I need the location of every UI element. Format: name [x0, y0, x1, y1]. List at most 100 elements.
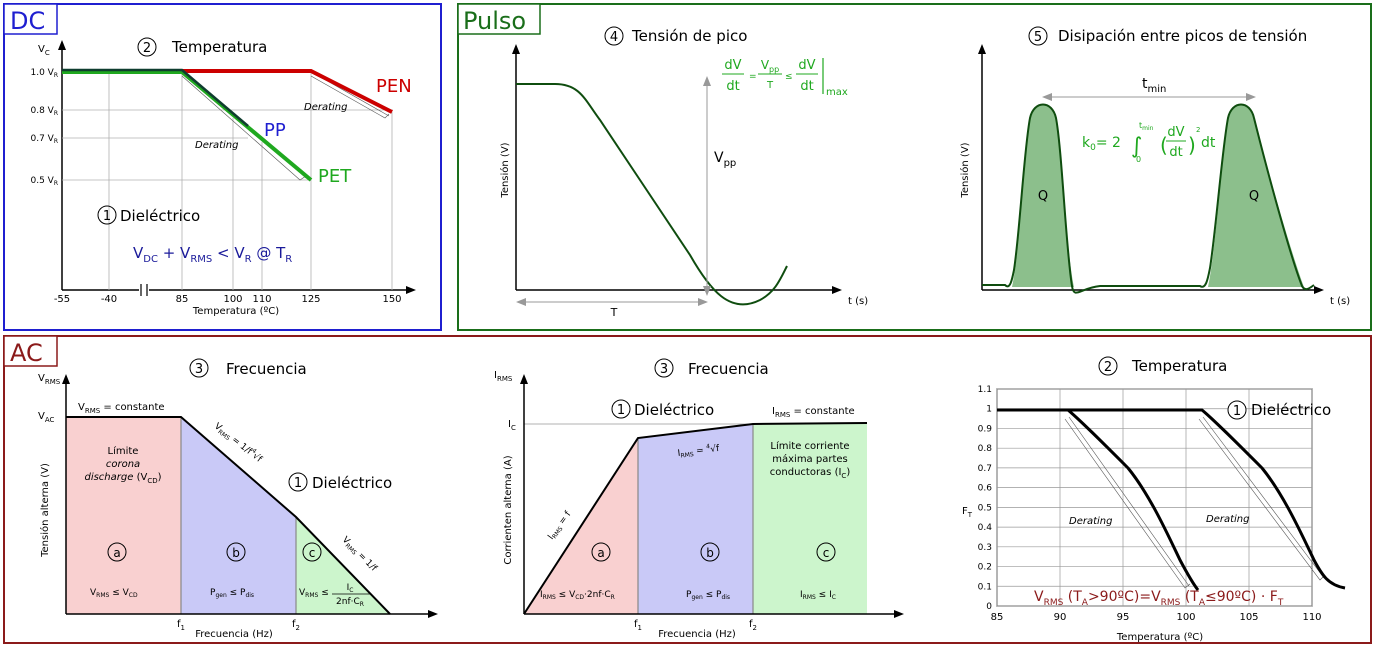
- svg-text:2: 2: [1196, 126, 1200, 134]
- dc-pet-label: PET: [318, 166, 352, 187]
- ac-left-diel-circle: [288, 472, 308, 492]
- ac-mid-f2: f2: [749, 619, 757, 632]
- dc-diel-circle: [97, 205, 117, 225]
- ac-right-x-tick: 95: [1117, 612, 1130, 623]
- ac-left-cond-c: VRMS ≤ IC 2nf·CR: [299, 583, 370, 608]
- ac-right-x-label: Temperatura (ºC): [1116, 632, 1203, 643]
- svg-text:dt: dt: [1169, 145, 1182, 160]
- ac-left-chart: 3 Frecuencia VRMS VAC Tensión alterna (V…: [38, 358, 438, 640]
- ac-right-x-tick: 100: [1176, 612, 1195, 623]
- svg-text:VRMS ≤: VRMS ≤: [299, 588, 329, 599]
- pulse-q2-fill: [1208, 104, 1304, 287]
- ac-right-y-tick: 0.4: [978, 523, 993, 533]
- ac-tag-box: [3, 335, 58, 367]
- pulse-dissip-curve: [982, 103, 1315, 294]
- ac-right-diel: Dieléctrico: [1251, 401, 1331, 419]
- ac-mid-slope-2: IRMS = 4√f: [677, 442, 721, 460]
- svg-text:150: 150: [382, 294, 401, 305]
- ac-left-region-b: [181, 417, 296, 614]
- ac-mid-slope-1: IRMS = f: [546, 509, 574, 542]
- pulse-peak-x-arrow: [832, 286, 842, 294]
- ac-mid-x-label: Frecuencia (Hz): [658, 629, 736, 640]
- pulse-q1-label: Q: [1038, 189, 1048, 204]
- pulse-q1-fill: [1012, 104, 1074, 287]
- dc-pet-curve: [62, 70, 313, 182]
- ac-mid-f1: f1: [634, 619, 642, 632]
- pulse-tmin-arrow-right: [1246, 93, 1256, 101]
- dc-gridlines: [62, 72, 393, 290]
- ac-mid-b: b: [706, 546, 714, 560]
- svg-text:100: 100: [223, 294, 242, 305]
- ac-left-curve: [66, 416, 391, 615]
- svg-text:Vpp: Vpp: [761, 58, 779, 74]
- pulse-peak-circle: [604, 26, 624, 46]
- ac-tag: AC: [10, 339, 43, 367]
- pulse-dissip-y-label: Tensión (V): [959, 142, 971, 198]
- pulse-dissip-x-label: t (s): [1330, 296, 1350, 307]
- pulse-tmin-label: tmin: [1142, 76, 1166, 95]
- ac-right-chart: 2 Temperatura 1.1 1 0.9 0.8 0.7 0.6 0.5 0.4 0.3 0…: [962, 356, 1346, 643]
- svg-text:125: 125: [301, 294, 320, 305]
- ac-left-diel: Dieléctrico: [312, 474, 392, 492]
- ac-mid-a-circle: [591, 542, 611, 562]
- dc-derating-label-1: Derating: [195, 140, 238, 151]
- pulse-dissip-y-arrow: [978, 44, 986, 54]
- pulse-peak-y-arrow: [512, 44, 520, 54]
- ac-mid-a: a: [597, 546, 604, 560]
- svg-text:dV: dV: [798, 58, 815, 73]
- dc-tag: DC: [10, 7, 45, 35]
- ac-right-curve-1: [997, 408, 1200, 591]
- ac-right-y-tick: 1.1: [978, 385, 992, 395]
- ac-mid-c: c: [823, 546, 830, 560]
- ac-left-y-label: Tensión alterna (V): [39, 463, 51, 558]
- ac-left-limit-3: discharge (VCD): [84, 472, 161, 485]
- svg-text:(: (: [1160, 133, 1168, 157]
- ac-right-x-tick: 85: [991, 612, 1004, 623]
- ac-left-cond-a: VRMS ≤ VCD: [90, 588, 138, 599]
- svg-text:0: 0: [1136, 155, 1141, 164]
- svg-text:110: 110: [252, 294, 271, 305]
- dc-y-ticks: 1.0 VR 0.8 VR 0.7 VR 0.5 VR: [30, 68, 58, 187]
- dc-axis-break-bg: [139, 284, 149, 296]
- ac-mid-diel: Dieléctrico: [634, 401, 714, 419]
- ac-right-derating-arrow-2: [1198, 416, 1325, 581]
- ac-mid-y-label: Corrienten alterna (A): [503, 455, 514, 564]
- ac-border: [3, 335, 1372, 644]
- dc-panel: DC 2 Temperatura VC 1.0 VR 0.8 VR: [3, 3, 442, 331]
- svg-text:dt: dt: [1201, 135, 1216, 151]
- ac-mid-diel-circle: [611, 399, 631, 419]
- svg-text:): ): [1188, 133, 1196, 157]
- ac-left-c: c: [309, 546, 316, 560]
- ac-mid-region-c: [753, 424, 867, 614]
- dc-title: Temperatura: [171, 38, 267, 56]
- ac-left-b: b: [232, 546, 240, 560]
- ac-mid-title-num: 3: [660, 362, 668, 377]
- ac-left-title-num: 3: [195, 362, 203, 377]
- svg-text:85: 85: [176, 294, 189, 305]
- ac-right-y-tick: 1: [986, 405, 992, 415]
- ac-right-x-tick: 90: [1054, 612, 1067, 623]
- dc-title-num: 2: [143, 41, 151, 56]
- dc-formula: VDC + VRMS < VR @ TR: [133, 244, 292, 265]
- ac-left-title: Frecuencia: [226, 360, 307, 378]
- ac-mid-b-circle: [700, 542, 720, 562]
- ac-mid-cond-b: Pgen ≤ Pdis: [686, 590, 730, 601]
- ac-left-c-circle: [302, 542, 322, 562]
- ac-mid-y-arrow: [520, 374, 528, 384]
- ac-right-derating-label-1: Derating: [1069, 516, 1112, 527]
- pulse-t-arrow-right: [698, 298, 708, 306]
- pulse-peak-num: 4: [610, 30, 618, 45]
- pulse-vpp-arrow-bottom: [703, 286, 711, 296]
- pulse-vpp-arrow-top: [703, 76, 711, 86]
- ac-left-a: a: [113, 546, 120, 560]
- pulse-peak-x-label: t (s): [848, 296, 868, 307]
- ac-right-y-tick: 0.5: [978, 503, 992, 513]
- ac-left-limit-1: Límite: [108, 445, 139, 457]
- ac-right-derating-label-2: Derating: [1206, 514, 1249, 525]
- pulse-peak-title: Tensión de pico: [631, 27, 747, 45]
- ac-left-f1: f1: [177, 619, 185, 632]
- pulse-panel: Pulso 4 Tensión de pico Tensión (V) t (s…: [457, 3, 1372, 331]
- ac-left-y-arrow: [62, 374, 70, 384]
- ac-right-plot-frame: [996, 388, 1313, 607]
- ac-left-a-circle: [107, 542, 127, 562]
